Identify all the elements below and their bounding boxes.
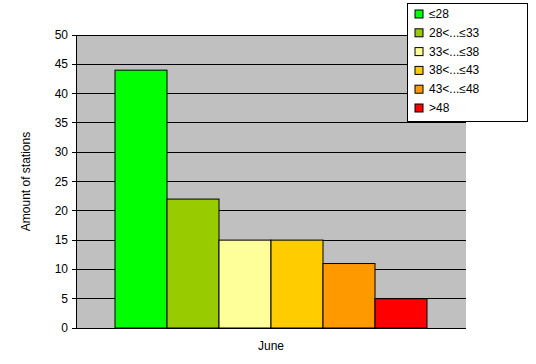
legend-swatch	[415, 66, 423, 74]
y-tick-label: 5	[61, 292, 68, 306]
legend-swatch	[415, 85, 423, 93]
y-axis-label: Amount of stations	[19, 132, 33, 231]
y-tick	[72, 181, 76, 182]
y-tick	[72, 210, 76, 211]
legend-label: ≤28	[429, 7, 449, 21]
bars	[115, 70, 427, 328]
legend-label: 38<...≤43	[429, 63, 480, 77]
y-tick-label: 35	[55, 116, 69, 130]
y-tick	[72, 269, 76, 270]
legend-label: >48	[429, 101, 450, 115]
y-tick-label: 40	[55, 87, 69, 101]
legend-swatch	[415, 104, 423, 112]
bar	[271, 240, 323, 328]
y-tick	[72, 240, 76, 241]
legend-label: 28<...≤33	[429, 26, 480, 40]
legend-box	[407, 3, 527, 122]
y-tick-label: 0	[61, 321, 68, 335]
y-tick-label: 20	[55, 204, 69, 218]
y-tick-label: 50	[55, 28, 69, 42]
legend-swatch	[415, 29, 423, 37]
y-tick	[72, 122, 76, 123]
bar	[219, 240, 271, 328]
bar	[323, 264, 375, 328]
y-tick	[72, 328, 76, 329]
y-axis	[76, 35, 77, 328]
legend-swatch	[415, 48, 423, 56]
y-tick-label: 10	[55, 262, 69, 276]
legend: ≤28 28<...≤33 33<...≤38 38<...≤43 43<...≤48 >…	[407, 3, 527, 122]
bar	[167, 199, 219, 328]
grid-line	[76, 328, 466, 329]
y-tick	[72, 93, 76, 94]
x-axis	[76, 328, 466, 329]
x-tick-label: June	[258, 339, 284, 353]
y-tick	[72, 35, 76, 36]
y-tick-label: 15	[55, 233, 69, 247]
legend-label: 43<...≤48	[429, 82, 480, 96]
y-tick-label: 45	[55, 57, 69, 71]
legend-label: 33<...≤38	[429, 45, 480, 59]
y-tick-label: 25	[55, 175, 69, 189]
bar	[375, 299, 427, 328]
y-tick-label: 30	[55, 145, 69, 159]
legend-swatch	[415, 10, 423, 18]
y-tick	[72, 298, 76, 299]
chart-container: 0 5 10 15 20 25 30 35 40 45 50 June Amount of statio…	[0, 0, 536, 364]
y-tick	[72, 152, 76, 153]
chart: 0 5 10 15 20 25 30 35 40 45 50 June Amount of statio…	[0, 0, 536, 364]
y-tick	[72, 64, 76, 65]
bar	[115, 70, 167, 328]
